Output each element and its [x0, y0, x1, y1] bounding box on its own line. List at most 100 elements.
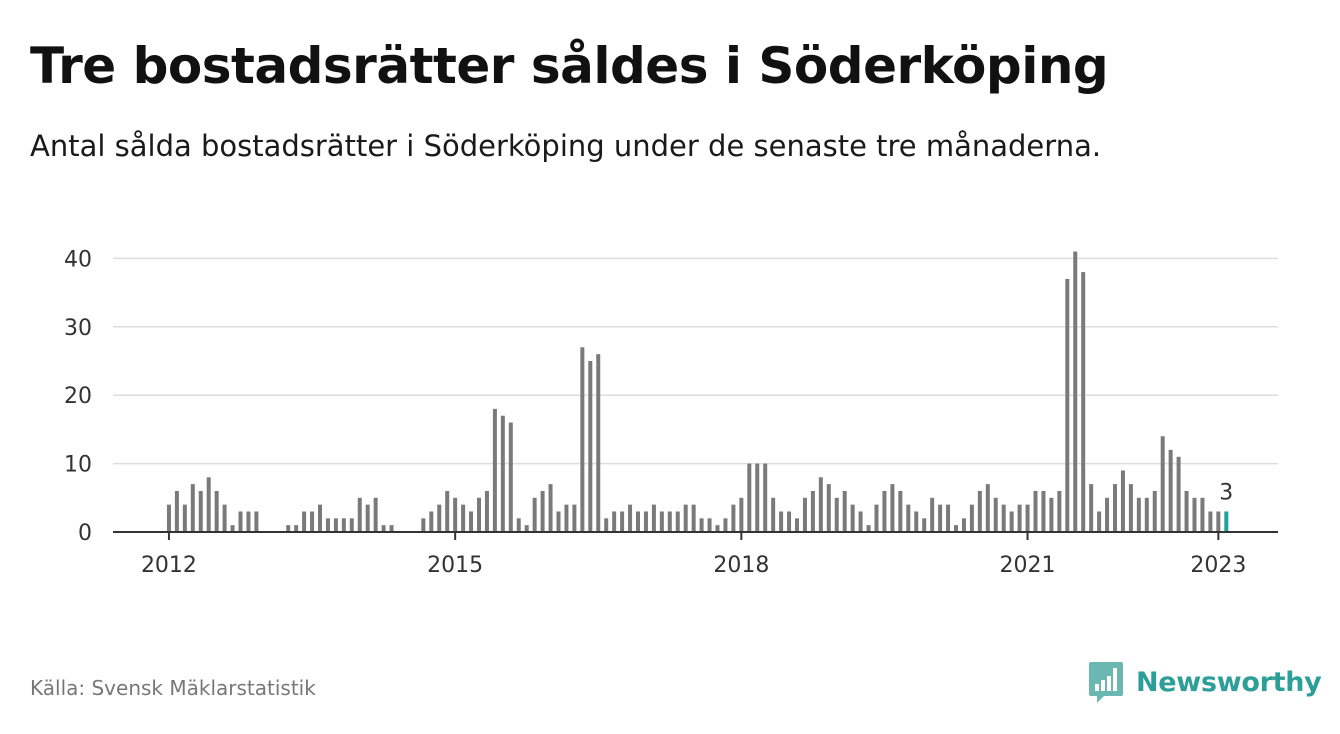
x-tick-label: 2012 [141, 553, 197, 578]
x-axis [113, 531, 1278, 540]
bar [214, 490, 219, 532]
bar [818, 477, 823, 532]
bar [1128, 484, 1133, 532]
bar [238, 511, 243, 532]
bar [1057, 490, 1062, 532]
bar [1025, 504, 1030, 532]
bar [763, 463, 768, 532]
source-note: Källa: Svensk Mäklarstatistik [30, 676, 316, 700]
bar [659, 511, 664, 532]
bar [437, 504, 442, 532]
bar [977, 490, 982, 532]
bar [985, 484, 990, 532]
bar [500, 415, 505, 532]
bar [969, 504, 974, 532]
bar [961, 518, 966, 532]
bar [993, 497, 998, 532]
bar [1089, 484, 1094, 532]
y-tick-label: 40 [64, 247, 92, 272]
bar [636, 511, 640, 532]
bar [325, 518, 330, 532]
bar [596, 354, 601, 532]
bar [930, 497, 935, 532]
x-tick-label: 2015 [427, 553, 483, 578]
brand-name: Newsworthy [1136, 666, 1322, 698]
bar [858, 511, 863, 532]
bar [222, 504, 227, 532]
bar [389, 525, 394, 532]
bar [318, 504, 322, 532]
bar [1113, 484, 1117, 532]
bar [771, 497, 776, 532]
bar [453, 497, 458, 532]
bar-chart: 0 10 20 30 40 3 2012 2015 2018 2021 2023 [64, 247, 1278, 578]
bar [802, 497, 807, 532]
bar [1081, 272, 1086, 532]
bar [826, 484, 831, 532]
bar [461, 504, 466, 532]
bar [492, 408, 497, 532]
bar [254, 511, 259, 532]
bar [548, 484, 553, 532]
bar [294, 525, 299, 532]
bar [365, 504, 370, 532]
bar [675, 511, 680, 532]
y-tick-label: 30 [64, 316, 92, 341]
bar [508, 422, 513, 532]
bar [755, 463, 760, 532]
bar [477, 497, 481, 532]
bar [739, 497, 744, 532]
grid-lines [113, 257, 1278, 465]
bar [1216, 511, 1221, 532]
bar [1049, 497, 1054, 532]
bar [357, 497, 362, 532]
bar [604, 518, 609, 532]
bar [381, 525, 386, 532]
bar [333, 518, 338, 532]
bar [198, 490, 203, 532]
bar [1184, 490, 1189, 532]
bar [850, 504, 855, 532]
bar [620, 511, 625, 532]
newsworthy-logo-icon [1089, 662, 1123, 703]
bar [1105, 497, 1110, 532]
bar [747, 463, 752, 532]
bar [787, 511, 792, 532]
bar [1065, 278, 1070, 532]
bar [723, 518, 728, 532]
bar [1097, 511, 1102, 532]
bar [469, 511, 474, 532]
y-tick-label: 10 [64, 453, 92, 478]
bar [556, 511, 561, 532]
bar [890, 484, 895, 532]
bar [1168, 449, 1173, 532]
bar [564, 504, 569, 532]
bar [691, 504, 696, 532]
x-tick-label: 2021 [1000, 553, 1056, 578]
bar [842, 490, 847, 532]
bar [174, 490, 179, 532]
x-tick-label: 2018 [713, 553, 769, 578]
bar [182, 504, 187, 532]
bar [834, 497, 839, 532]
bar [532, 497, 537, 532]
bar [906, 504, 911, 532]
bar [445, 490, 450, 532]
bar [810, 490, 815, 532]
bar [516, 518, 521, 532]
bar [1001, 504, 1006, 532]
bar [1120, 470, 1125, 532]
bar [540, 490, 545, 532]
bar [373, 497, 378, 532]
bar [651, 504, 656, 532]
bar [190, 484, 195, 532]
bar [874, 504, 879, 532]
bar [1136, 497, 1141, 532]
bar [612, 511, 617, 532]
bar [1073, 251, 1078, 532]
bar [866, 525, 871, 532]
bar [1033, 490, 1038, 532]
bar [286, 525, 291, 532]
bar [588, 361, 593, 532]
bar [707, 518, 712, 532]
